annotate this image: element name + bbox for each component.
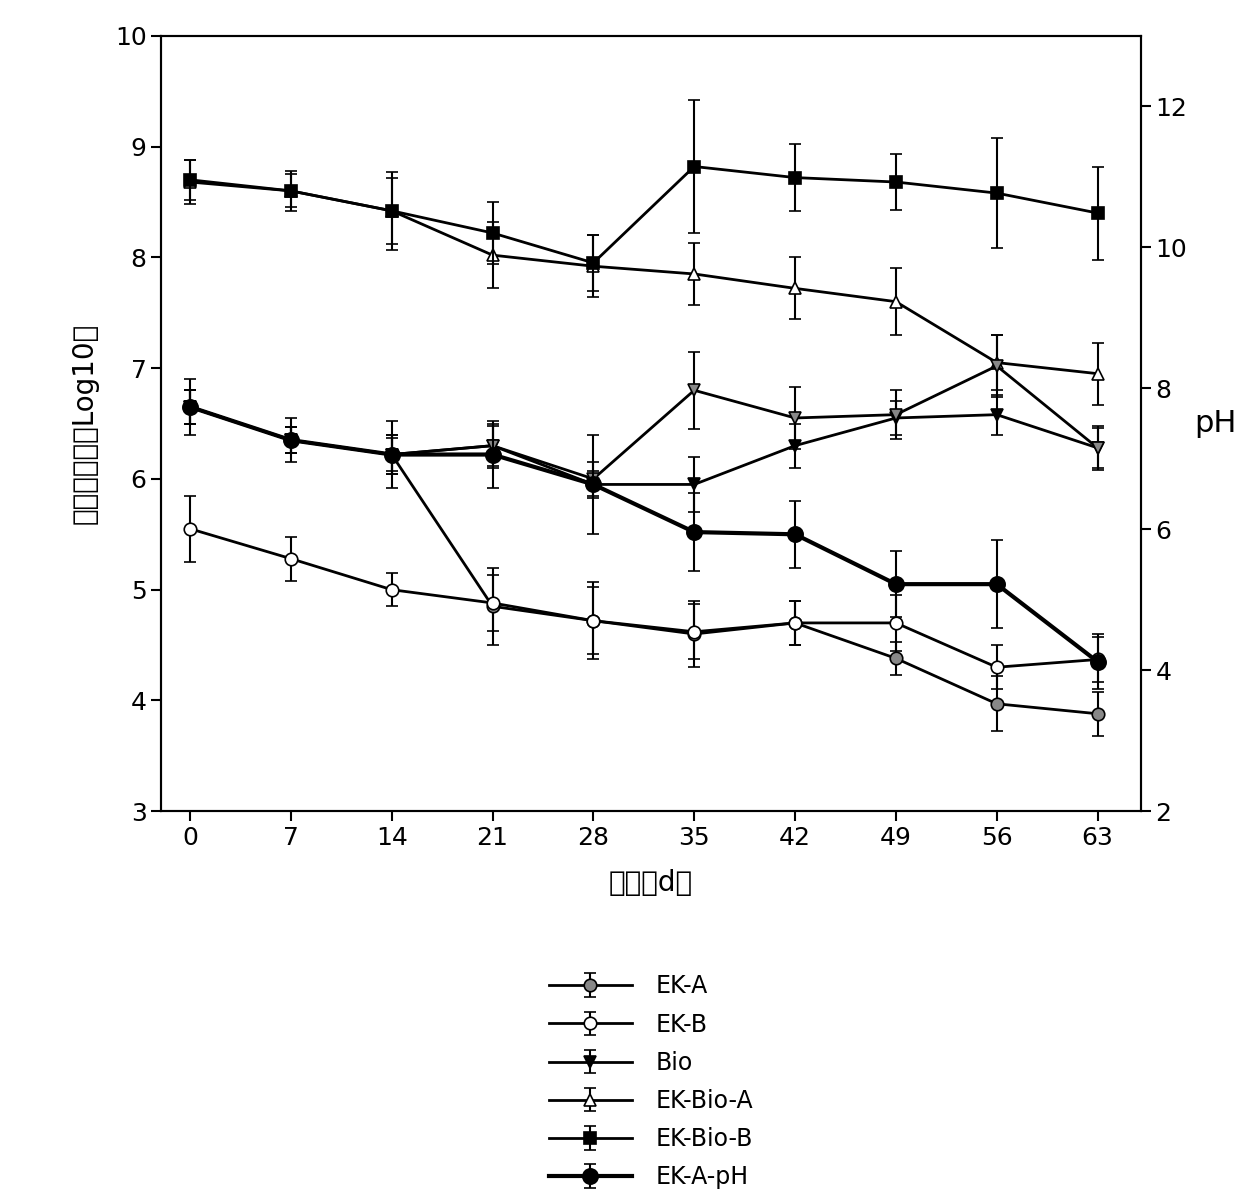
X-axis label: 时间（d）: 时间（d） — [609, 870, 693, 897]
Y-axis label: 微生物数量（Log10）: 微生物数量（Log10） — [71, 323, 98, 524]
Legend: EK-A, EK-B, Bio, EK-Bio-A, EK-Bio-B, EK-A-pH, EK-B-pH: EK-A, EK-B, Bio, EK-Bio-A, EK-Bio-B, EK-… — [537, 963, 765, 1193]
Y-axis label: pH: pH — [1194, 409, 1236, 438]
